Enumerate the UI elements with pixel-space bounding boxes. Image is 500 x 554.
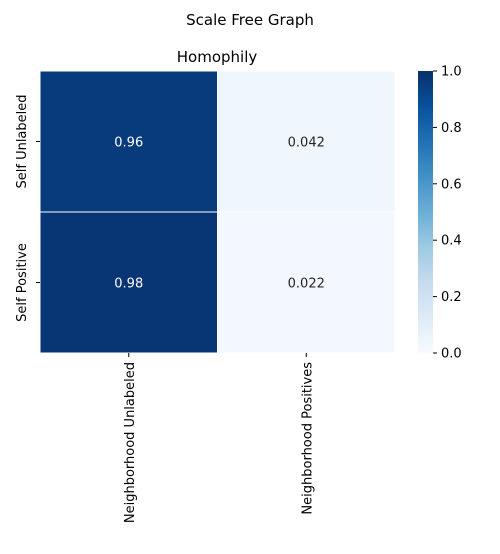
colorbar-tick-label: 0.6: [441, 177, 462, 192]
heatmap-cell: [217, 211, 396, 354]
cell-value-label: 0.98: [114, 277, 143, 292]
column-axis: Neighborhood Unlabeled Neighborhood Posit…: [123, 353, 315, 523]
row-label: Self Unlabeled: [15, 94, 30, 188]
colorbar-tick-label: 0.8: [441, 121, 462, 136]
heatmap-cell-labels: 0.96 0.042 0.98 0.022: [114, 136, 325, 292]
chart-title: Homophily: [177, 48, 258, 66]
figure-suptitle: Scale Free Graph: [186, 11, 314, 29]
heatmap-cell: [39, 211, 218, 354]
heatmap-cell: [39, 70, 218, 213]
colorbar: 0.0 0.2 0.4 0.6 0.8 1.0: [418, 65, 462, 362]
colorbar-tick-label: 0.4: [441, 234, 462, 249]
column-label: Neighborhood Unlabeled: [123, 362, 138, 523]
column-label: Neighborhood Positives: [300, 362, 315, 515]
cell-value-label: 0.022: [288, 277, 325, 292]
colorbar-tick-label: 0.0: [441, 347, 462, 362]
row-axis: Self Unlabeled Self Positive: [15, 94, 40, 322]
heatmap-cell: [217, 70, 396, 213]
colorbar-tick-label: 0.2: [441, 290, 462, 305]
heatmap-cells: [39, 70, 396, 354]
colorbar-tick-label: 1.0: [441, 65, 462, 80]
cell-value-label: 0.042: [288, 136, 325, 151]
colorbar-ticks: 0.0 0.2 0.4 0.6 0.8 1.0: [433, 65, 462, 362]
colorbar-gradient: [418, 71, 433, 353]
cell-value-label: 0.96: [114, 136, 143, 151]
row-label: Self Positive: [15, 243, 30, 322]
